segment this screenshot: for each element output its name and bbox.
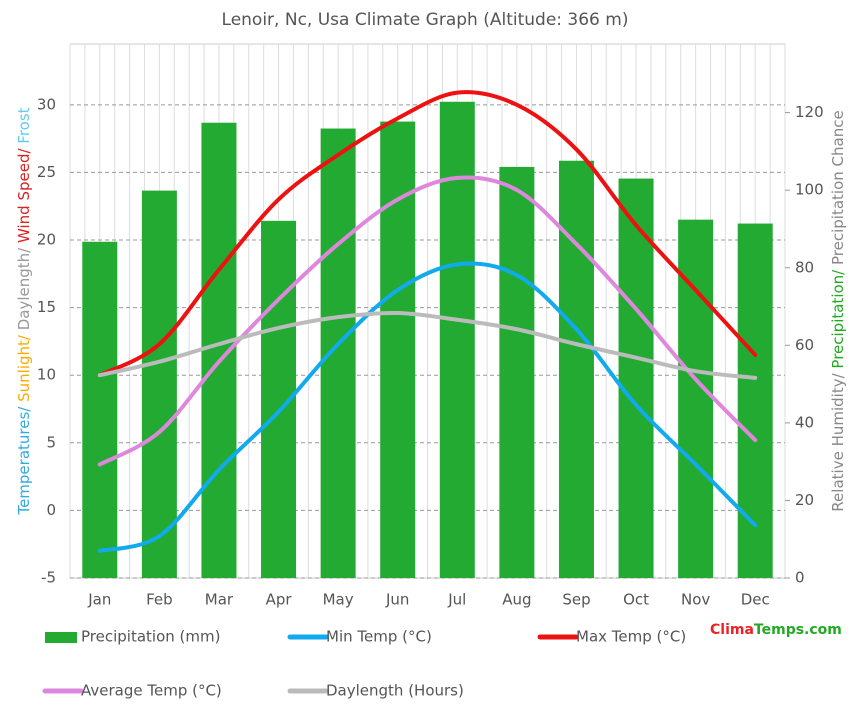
y-tick-label: 25 [37, 163, 56, 181]
y-tick-label: 10 [37, 366, 56, 384]
x-tick-label: Mar [205, 591, 234, 609]
legend-swatch [45, 632, 77, 643]
legend-label: Min Temp (°C) [326, 628, 432, 646]
legend-label: Max Temp (°C) [576, 628, 686, 646]
x-tick-label: Jul [447, 591, 466, 609]
line [97, 175, 758, 467]
bar [82, 241, 118, 578]
y-axis-label: Temperatures/ Sunlight/ Daylength/ Wind … [15, 107, 33, 515]
x-tick-label: Apr [266, 591, 293, 609]
bar [380, 121, 416, 579]
y2-tick-label: 40 [795, 413, 814, 431]
x-tick-label: Sep [562, 591, 590, 609]
legend-label: Precipitation (mm) [81, 628, 220, 646]
legend-label: Average Temp (°C) [81, 682, 222, 700]
chart-title: Lenoir, Nc, Usa Climate Graph (Altitude:… [222, 10, 629, 30]
y2-tick-label: 60 [795, 336, 814, 354]
y-axis-label-part: Frost [15, 107, 33, 148]
y-tick-label: 20 [37, 231, 56, 249]
y2-axis-label-part: Precipitation Chance [829, 110, 847, 269]
x-tick-label: Nov [681, 591, 710, 609]
y2-tick-label: 80 [795, 258, 814, 276]
x-tick-label: Jun [385, 591, 409, 609]
bar [439, 101, 475, 578]
y2-axis-label-part: Precipitation/ [829, 269, 847, 374]
bar [618, 178, 654, 578]
x-tick-label: Feb [146, 591, 173, 609]
y2-tick-label: 100 [795, 181, 824, 199]
y2-axis-label-part: Relative Humidity/ [829, 372, 847, 511]
bar [141, 190, 177, 578]
y-tick-label: 30 [37, 95, 56, 113]
bar [678, 219, 714, 578]
y-axis-label-part: Temperatures/ [15, 406, 33, 516]
y2-axis-label: Relative Humidity/ Precipitation/ Precip… [829, 110, 847, 511]
x-tick-label: Jan [87, 591, 111, 609]
x-tick-label: Aug [502, 591, 531, 609]
line [97, 90, 758, 378]
bar [558, 160, 594, 579]
bar [320, 128, 356, 579]
y-tick-label: 15 [37, 298, 56, 316]
line [97, 261, 758, 553]
legend-label: Daylength (Hours) [326, 682, 464, 700]
y-axis-label-part: Daylength/ [15, 247, 33, 335]
x-tick-label: May [323, 591, 354, 609]
brand-part: Temps.com [754, 622, 842, 638]
y-axis-label-part: Sunlight/ [15, 334, 33, 407]
bar [499, 166, 535, 578]
y2-tick-label: 20 [795, 491, 814, 509]
y-axis-label-part: Wind Speed/ [15, 148, 33, 248]
y2-tick-label: 0 [795, 569, 805, 587]
x-tick-label: Oct [623, 591, 649, 609]
bar [737, 223, 773, 578]
brand: ClimaTemps.com [710, 622, 842, 638]
y-tick-label: -5 [41, 569, 56, 587]
brand-part: Clima [710, 622, 754, 638]
x-tick-label: Dec [741, 591, 770, 609]
y-tick-label: 5 [46, 433, 56, 451]
line [97, 310, 758, 380]
y-tick-label: 0 [46, 501, 56, 519]
y2-tick-label: 120 [795, 103, 824, 121]
